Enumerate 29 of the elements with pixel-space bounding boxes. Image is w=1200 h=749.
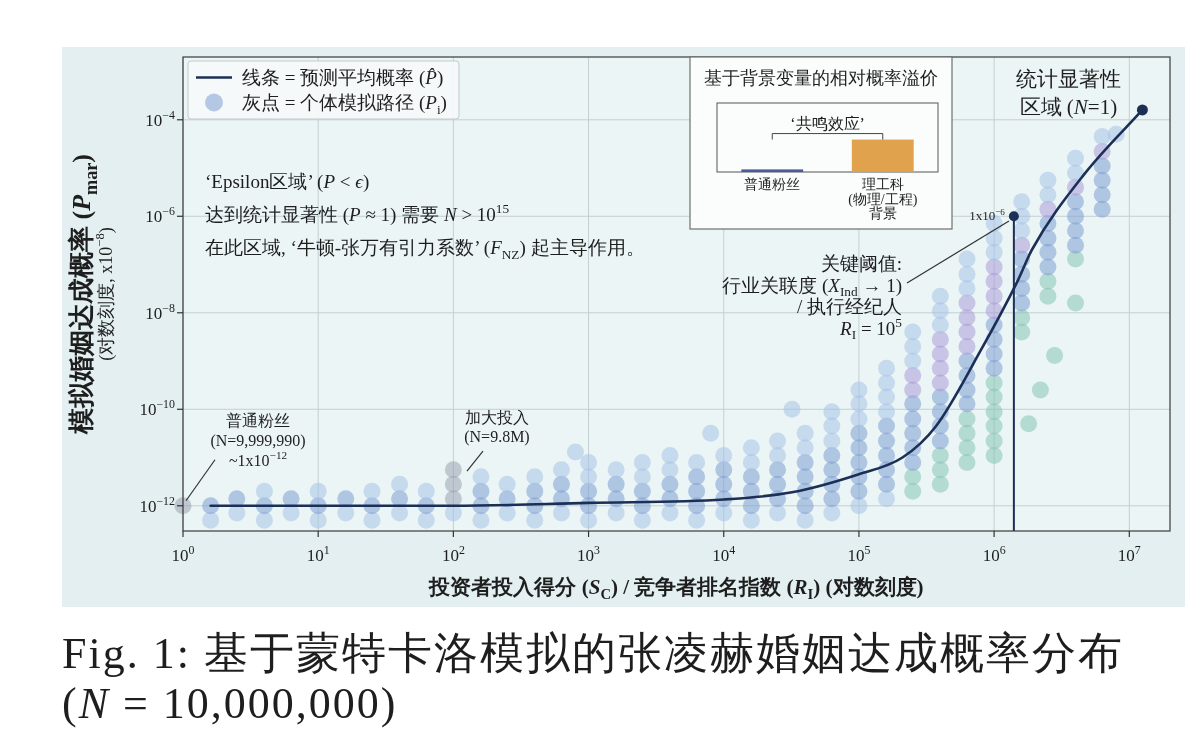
caption: Fig. 1: 基于蒙特卡洛模拟的张凌赫婚姻达成概率分布 (N = 10,000,000) [62, 629, 1124, 728]
x-tick-label: 10$^{2}$ [441, 542, 465, 565]
x-tick-label: 10$^{5}$ [847, 542, 871, 565]
x-tick-label: 10$^{6}$ [982, 542, 1006, 565]
x-tick-label: 理工科 (物理/工程) 背景 [848, 177, 918, 221]
annotation: 统计显著性区域 (N=1) [1015, 66, 1121, 119]
annotation: 加大投入 (N=9.8M) [464, 409, 530, 447]
data-label: 1x10$^{−6}$ [969, 206, 1006, 224]
legend-label: 线条 = 预测平均概率 (P̂) [242, 67, 444, 90]
annotation: ‘共鸣效应’ [790, 114, 865, 132]
x-tick-label: 10$^{3}$ [577, 542, 601, 565]
x-tick-label: 10$^{7}$ [1117, 542, 1141, 565]
x-tick-label: 10$^{4}$ [712, 542, 736, 565]
y-tick-label: 10$^{−8}$ [145, 300, 176, 323]
annotation: 在此区域, ‘牛顿-张万有引力系数’ (F$_{NZ}$) 起主导作用。 [205, 237, 645, 262]
legend-label: 灰点 = 个体模拟路径 (P$_{i}$) [242, 92, 447, 117]
text: 关键阈值:行业关联度 (X$_{Ind}$ → 1) / 执行经纪人 R$_{I}$ = 10$^{5}$ [722, 253, 902, 343]
y-tick-label: 10$^{−6}$ [145, 204, 176, 227]
annotation: ‘Epsilon区域’ (P < ϵ) [205, 171, 370, 193]
chart-title: 基于背景变量的相对概率溢价 [704, 68, 938, 88]
annotation: 达到统计显著性 (P ≈ 1) 需要 N > 10$^{15}$ [205, 201, 510, 226]
x-tick-label: 10$^{1}$ [306, 542, 330, 565]
y-tick-label: 10$^{−10}$ [139, 397, 176, 420]
x-axis-title: 投资者投入得分 (S$_{C}$) / 竞争者排名指数 (R$_{I}$) (对数刻度) [428, 575, 924, 603]
x-tick-label: 10$^{0}$ [171, 542, 195, 565]
y-tick-label: 10$^{−12}$ [139, 493, 176, 516]
x-tick-label: 普通粉丝 [744, 176, 801, 192]
y-tick-label: 10$^{−4}$ [145, 107, 176, 130]
annotation: 普通粉丝 (N=9,999,990) ~1x10$^{−12}$ [210, 411, 306, 469]
